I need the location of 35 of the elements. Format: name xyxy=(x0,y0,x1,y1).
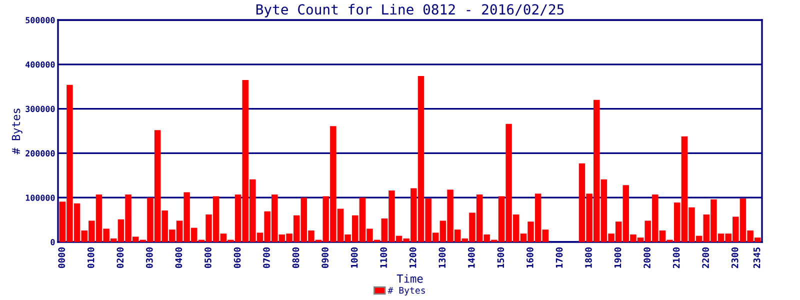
x-tick-label: 0500 xyxy=(204,247,212,268)
x-tick-label: 1200 xyxy=(409,247,416,268)
x-tick-label: 2000 xyxy=(644,247,650,268)
x-tick-label: 1500 xyxy=(497,247,504,268)
y-tick-label: 0 xyxy=(50,238,55,246)
x-tick-label: 1600 xyxy=(526,247,534,268)
x-axis-title: Time xyxy=(396,274,423,283)
x-tick-label: 1400 xyxy=(468,247,475,268)
x-tick-label: 0400 xyxy=(175,247,182,268)
x-tick-label: 2345 xyxy=(753,247,760,268)
y-tick-label: 300000 xyxy=(26,106,55,112)
x-tick-label: 1800 xyxy=(585,247,592,268)
x-tick-label: 0600 xyxy=(234,247,241,268)
x-tick-label: 1000 xyxy=(350,247,358,268)
x-tick-label: 0900 xyxy=(322,247,329,268)
legend-label: # Bytes xyxy=(388,287,425,296)
x-tick-label: 0800 xyxy=(292,247,300,268)
x-tick-label: 2100 xyxy=(672,247,680,268)
y-tick-label: 500000 xyxy=(26,16,55,24)
x-tick-label: 0200 xyxy=(116,247,124,268)
y-tick-label: 100000 xyxy=(26,194,55,201)
x-tick-label: 1900 xyxy=(614,247,622,268)
x-tick-label: 2200 xyxy=(702,247,709,268)
y-axis-title: # Bytes xyxy=(12,108,22,154)
y-tick-label: 400000 xyxy=(26,61,55,68)
y-tick-label: 200000 xyxy=(26,150,55,156)
x-tick-label: 1300 xyxy=(438,247,446,268)
chart-title: Byte Count for Line 0812 - 2016/02/25 xyxy=(256,4,564,18)
x-tick-label: 1100 xyxy=(380,247,388,268)
x-tick-label: 2300 xyxy=(731,247,738,268)
x-tick-label: 0100 xyxy=(87,247,94,268)
x-tick-label: 0300 xyxy=(146,247,153,268)
x-tick-label: 0700 xyxy=(263,247,270,268)
x-tick-label: 0000 xyxy=(58,247,66,268)
x-tick-label: 1700 xyxy=(556,247,563,268)
